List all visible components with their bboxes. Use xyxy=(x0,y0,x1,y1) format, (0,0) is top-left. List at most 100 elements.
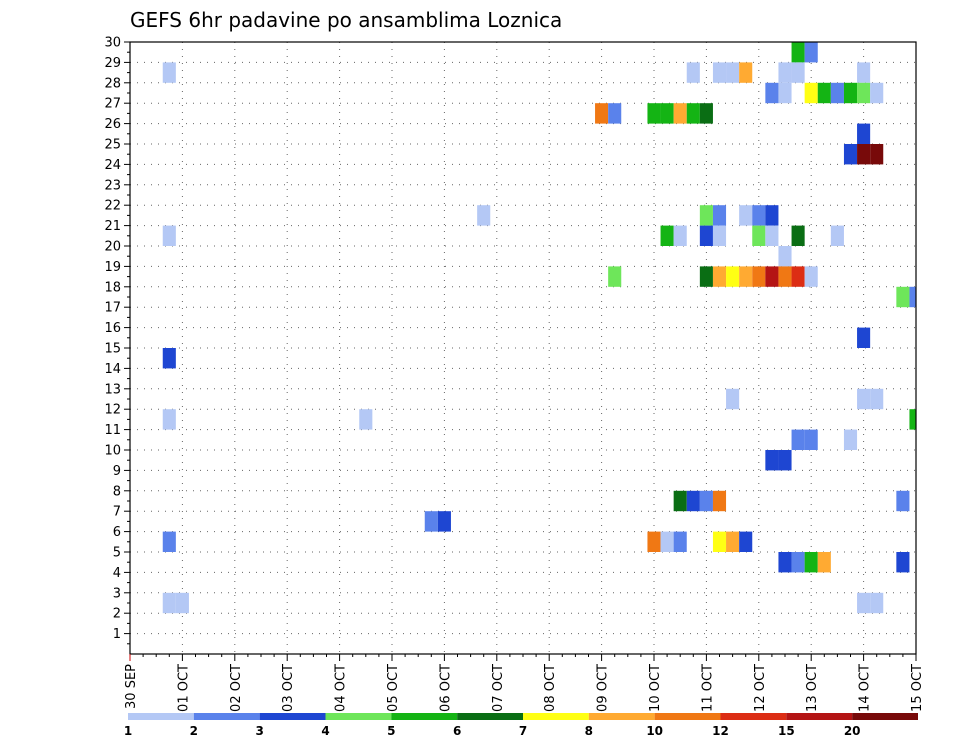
heatmap-cell xyxy=(477,205,491,226)
heatmap-cell xyxy=(909,286,916,308)
heatmap-cell xyxy=(765,205,779,226)
y-tick-label: 29 xyxy=(104,56,121,71)
heatmap-cell xyxy=(896,490,910,512)
heatmap-cell xyxy=(870,82,884,104)
y-axis: 1234567891011121314151617181920212223242… xyxy=(104,36,130,645)
y-tick-label: 8 xyxy=(113,484,121,499)
heatmap-cell xyxy=(778,246,792,267)
y-tick-label: 1 xyxy=(113,627,121,642)
y-tick-label: 13 xyxy=(104,382,121,397)
heatmap-cell xyxy=(660,531,674,552)
legend-label: 6 xyxy=(453,724,461,738)
heatmap-cell xyxy=(791,552,805,573)
heatmap-cell xyxy=(726,266,740,287)
heatmap-cell xyxy=(778,266,792,287)
x-tick-label: 30 SEP xyxy=(124,664,139,709)
heatmap-cell xyxy=(162,348,176,369)
heatmap-cell xyxy=(817,552,831,573)
heatmap-cell xyxy=(857,327,871,348)
y-tick-label: 22 xyxy=(104,199,121,214)
heatmap-cell xyxy=(162,225,176,246)
heatmap-cell xyxy=(699,205,713,226)
legend-swatch xyxy=(588,713,655,720)
heatmap-cell xyxy=(726,531,740,552)
x-tick-label: 02 OCT xyxy=(229,664,244,712)
heatmap-cell xyxy=(817,82,831,104)
heatmap-cell xyxy=(608,103,622,124)
heatmap-cell xyxy=(162,409,176,430)
heatmap-cell xyxy=(726,388,740,410)
legend-label: 12 xyxy=(712,724,729,738)
heatmap-cell xyxy=(699,266,713,287)
heatmap-cell xyxy=(686,490,700,512)
heatmap-cell xyxy=(739,205,753,226)
x-tick-label: 10 OCT xyxy=(648,664,663,712)
heatmap-cell xyxy=(739,266,753,287)
heatmap-cell xyxy=(804,552,818,573)
heatmap-cell xyxy=(857,144,871,165)
heatmap-cell xyxy=(896,552,910,573)
y-tick-label: 2 xyxy=(113,607,121,622)
heatmap-cell xyxy=(804,429,818,450)
heatmap-cell xyxy=(726,62,740,83)
y-tick-label: 27 xyxy=(104,97,121,112)
heatmap-cell xyxy=(870,388,884,410)
legend-label: 8 xyxy=(585,724,593,738)
x-tick-label: 11 OCT xyxy=(700,664,715,712)
heatmap-cell xyxy=(909,409,916,430)
x-tick-label: 14 OCT xyxy=(858,664,873,712)
heatmap-cell xyxy=(843,429,858,450)
y-tick-label: 10 xyxy=(104,444,121,459)
x-tick-label: 13 OCT xyxy=(805,664,820,712)
heatmap-cell xyxy=(857,82,871,104)
heatmap-cell xyxy=(647,531,661,552)
y-tick-label: 12 xyxy=(104,403,121,418)
heatmap-cell xyxy=(608,266,622,287)
x-tick-label: 01 OCT xyxy=(176,664,191,712)
heatmap-cell xyxy=(804,82,818,104)
heatmap-cell xyxy=(712,62,727,83)
heatmap-cell xyxy=(686,103,700,124)
heatmap-cell xyxy=(739,62,753,83)
legend-swatch xyxy=(852,713,918,720)
heatmap-cell xyxy=(359,409,373,430)
heatmap-cell xyxy=(804,266,818,287)
heatmap-cell xyxy=(673,225,687,246)
heatmap-cell xyxy=(791,266,805,287)
y-tick-label: 11 xyxy=(104,423,121,438)
heatmap-cell xyxy=(712,266,727,287)
y-tick-label: 24 xyxy=(104,158,121,173)
heatmap-cell xyxy=(752,266,766,287)
legend-swatch xyxy=(391,713,458,720)
y-tick-label: 25 xyxy=(104,138,121,153)
y-tick-label: 21 xyxy=(104,219,121,234)
heatmap-cell xyxy=(712,531,727,552)
heatmap-cell xyxy=(765,266,779,287)
y-tick-label: 9 xyxy=(113,464,121,479)
heatmap-cell xyxy=(175,592,189,614)
heatmap-cell xyxy=(857,62,871,83)
heatmap-cell xyxy=(870,592,884,614)
legend-swatch xyxy=(786,713,853,720)
y-tick-label: 17 xyxy=(104,301,121,316)
heatmap-cell xyxy=(673,103,687,124)
heatmap-cell xyxy=(778,82,792,104)
y-tick-label: 5 xyxy=(113,546,121,561)
y-tick-label: 18 xyxy=(104,280,121,295)
y-tick-label: 30 xyxy=(104,36,121,51)
legend-label: 4 xyxy=(321,724,329,738)
heatmap-cell xyxy=(765,450,779,471)
heatmap-cell xyxy=(712,205,727,226)
heatmap-cell xyxy=(791,429,805,450)
heatmap-cell xyxy=(699,490,713,512)
heatmap-cell xyxy=(660,225,674,246)
heatmap-cell xyxy=(162,62,176,83)
y-tick-label: 19 xyxy=(104,260,121,275)
legend-swatch xyxy=(259,713,326,720)
heatmap-cell xyxy=(778,450,792,471)
heatmap-cell xyxy=(437,511,451,532)
legend-swatch xyxy=(193,713,260,720)
heatmap-cell xyxy=(804,42,818,63)
heatmap-cell xyxy=(857,123,871,144)
y-tick-label: 16 xyxy=(104,321,121,336)
